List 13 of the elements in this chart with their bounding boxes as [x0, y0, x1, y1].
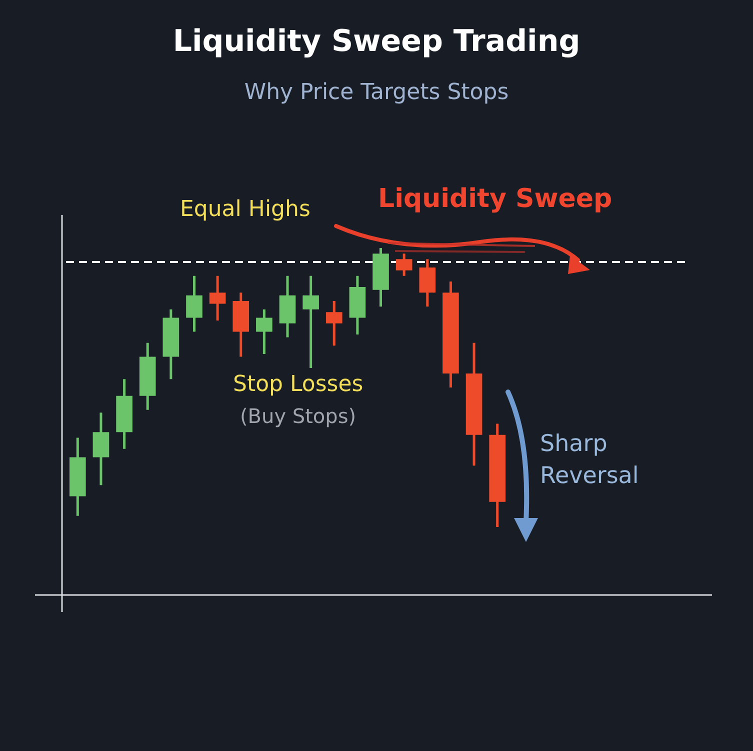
- candlestick: [326, 300, 342, 347]
- candlestick: [256, 308, 272, 356]
- annotation: Stop Losses: [233, 371, 364, 399]
- chart-title: Liquidity Sweep Trading: [172, 24, 582, 59]
- annotation: (Buy Stops): [240, 403, 356, 430]
- candlestick: [302, 274, 319, 370]
- candlestick: [209, 274, 226, 322]
- text: Sharp Reversal: [540, 430, 640, 492]
- text: Equal Highs: [180, 196, 310, 224]
- chart-subtitle: Why Price Targets Stops: [243, 80, 510, 105]
- text: Liquidity Sweep: [378, 183, 612, 216]
- candlestick: [186, 274, 202, 333]
- candlestick: [396, 252, 412, 278]
